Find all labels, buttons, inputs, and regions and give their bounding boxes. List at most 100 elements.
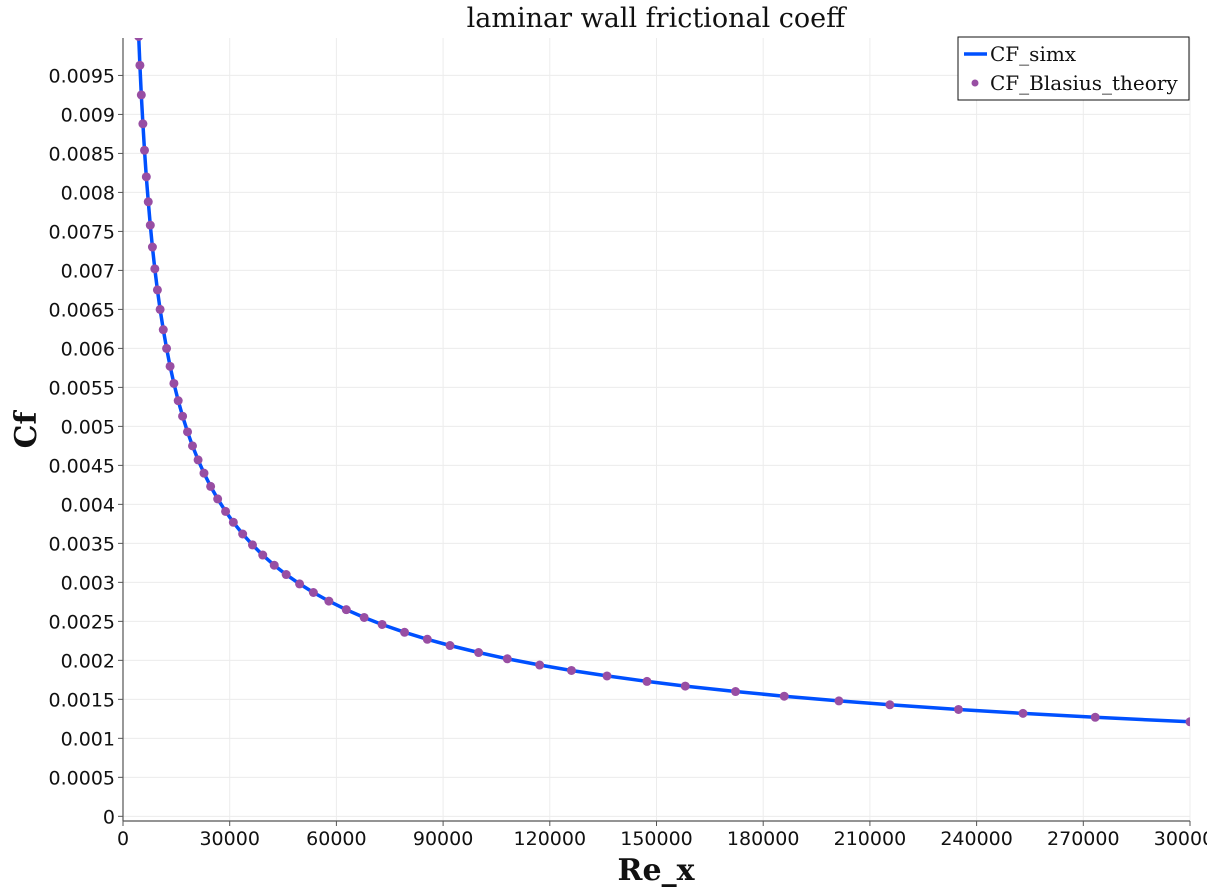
x-tick-label: 30000 <box>199 828 259 850</box>
data-point-cf-blasius <box>143 197 153 207</box>
y-axis-label: Cf <box>9 410 44 449</box>
data-point-cf-blasius <box>308 587 318 597</box>
legend-box <box>957 36 1190 101</box>
legend-label-cf-blasius: CF_Blasius_theory <box>990 71 1178 95</box>
data-point-cf-blasius <box>324 596 334 606</box>
data-point-cf-blasius <box>400 627 410 637</box>
y-tick-label: 0.005 <box>61 416 115 438</box>
y-tick-label: 0.0005 <box>49 767 115 789</box>
legend-label-cf-simx: CF_simx <box>990 42 1077 66</box>
y-tick-label: 0.002 <box>61 650 115 672</box>
data-point-cf-blasius <box>183 427 193 437</box>
data-point-cf-blasius <box>247 540 257 550</box>
y-tick-label: 0.008 <box>61 182 115 204</box>
data-point-cf-blasius <box>502 654 512 664</box>
data-point-cf-blasius <box>162 343 172 353</box>
x-tick-label: 240000 <box>940 828 1013 850</box>
data-point-cf-blasius <box>1090 712 1100 722</box>
data-point-cf-blasius <box>165 361 175 371</box>
data-point-cf-blasius <box>295 579 305 589</box>
data-point-cf-blasius <box>1185 717 1190 727</box>
data-point-cf-blasius <box>134 38 143 41</box>
x-tick-label: 60000 <box>306 828 366 850</box>
data-point-cf-blasius <box>158 325 168 335</box>
y-tick-label: 0.004 <box>61 494 115 516</box>
x-tick-label: 210000 <box>834 828 907 850</box>
y-tick-label: 0.0025 <box>49 611 115 633</box>
x-tick-label: 270000 <box>1047 828 1120 850</box>
data-point-cf-blasius <box>953 704 963 714</box>
y-tick-label: 0.006 <box>61 338 115 360</box>
y-tick-label: 0.0065 <box>49 299 115 321</box>
x-tick-label: 90000 <box>413 828 473 850</box>
data-point-cf-blasius <box>141 172 151 182</box>
data-point-cf-blasius <box>150 264 160 274</box>
x-tick-label: 0 <box>117 828 129 850</box>
data-point-cf-blasius <box>136 90 146 100</box>
y-tick-label: 0.0085 <box>49 143 115 165</box>
series-line-cf-simx <box>137 38 1190 724</box>
data-point-cf-blasius <box>602 671 612 681</box>
data-point-cf-blasius <box>152 285 162 295</box>
x-axis-label: Re_x <box>618 853 696 888</box>
data-point-cf-blasius <box>199 468 209 478</box>
chart-title: laminar wall frictional coeff <box>467 3 847 34</box>
data-point-cf-blasius <box>779 691 789 701</box>
y-tick-label: 0.0015 <box>49 689 115 711</box>
data-point-cf-blasius <box>566 665 576 675</box>
data-point-cf-blasius <box>377 619 387 629</box>
data-point-cf-blasius <box>169 378 179 388</box>
data-point-cf-blasius <box>188 441 198 451</box>
data-point-cf-blasius <box>731 687 741 697</box>
y-tick-label: 0.007 <box>61 260 115 282</box>
y-tick-label: 0.0095 <box>49 65 115 87</box>
y-tick-label: 0.0075 <box>49 221 115 243</box>
data-point-cf-blasius <box>135 60 145 70</box>
data-point-cf-blasius <box>155 304 165 314</box>
data-point-cf-blasius <box>341 605 351 615</box>
data-point-cf-blasius <box>269 560 279 570</box>
y-tick-label: 0.0035 <box>49 533 115 555</box>
x-axis-ticks: 0 30000 60000 90000 120000 150000 180000 210000… <box>117 821 1207 850</box>
data-point-cf-blasius <box>140 145 150 155</box>
legend: CF_simx CF_Blasius_theory <box>957 36 1190 101</box>
plot-area <box>134 38 1190 727</box>
data-point-cf-blasius <box>445 641 455 651</box>
legend-dot-icon <box>971 79 979 87</box>
y-tick-label: 0 <box>103 806 115 828</box>
data-point-cf-blasius <box>221 506 231 516</box>
data-point-cf-blasius <box>213 494 223 504</box>
y-tick-label: 0.003 <box>61 572 115 594</box>
data-point-cf-blasius <box>281 570 291 580</box>
y-tick-label: 0.009 <box>61 104 115 126</box>
y-tick-label: 0.0045 <box>49 455 115 477</box>
data-point-cf-blasius <box>145 220 155 230</box>
data-point-cf-blasius <box>422 634 432 644</box>
data-point-cf-blasius <box>359 612 369 622</box>
data-point-cf-blasius <box>147 242 157 252</box>
data-point-cf-blasius <box>258 550 268 560</box>
data-point-cf-blasius <box>173 396 183 406</box>
grid <box>122 38 1191 821</box>
y-tick-label: 0.001 <box>61 728 115 750</box>
data-point-cf-blasius <box>535 660 545 670</box>
y-tick-label: 0.0055 <box>49 377 115 399</box>
data-point-cf-blasius <box>834 696 844 706</box>
data-point-cf-blasius <box>206 481 216 491</box>
data-point-cf-blasius <box>680 681 690 691</box>
data-point-cf-blasius <box>885 700 895 710</box>
x-tick-label: 120000 <box>514 828 587 850</box>
y-axis-ticks: 0 0.0005 0.001 0.0015 0.002 0.0025 0.003 0.0035… <box>49 65 123 828</box>
data-point-cf-blasius <box>474 648 484 658</box>
data-point-cf-blasius <box>1018 708 1028 718</box>
data-point-cf-blasius <box>642 676 652 686</box>
x-tick-label: 180000 <box>727 828 800 850</box>
data-point-cf-blasius <box>138 119 148 129</box>
data-point-cf-blasius <box>228 517 238 527</box>
data-point-cf-blasius <box>238 529 248 539</box>
x-tick-label: 150000 <box>620 828 693 850</box>
data-point-cf-blasius <box>178 411 188 421</box>
data-point-cf-blasius <box>193 455 203 465</box>
